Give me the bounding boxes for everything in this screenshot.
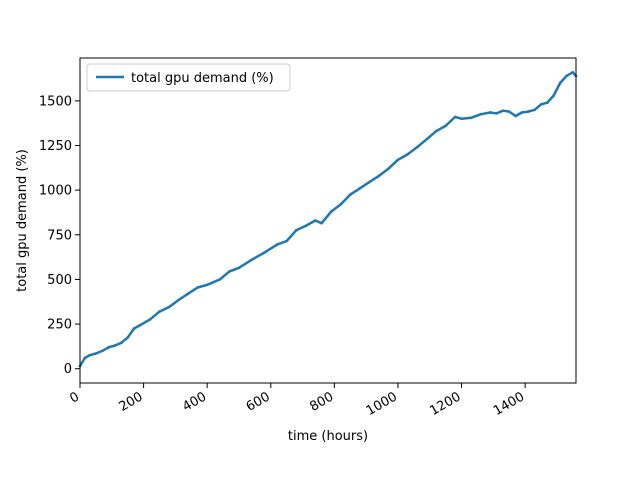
data-point	[460, 117, 463, 121]
data-point	[167, 305, 171, 309]
data-point	[539, 103, 543, 106]
x-tick-label: 800	[307, 389, 336, 414]
data-point	[120, 341, 123, 345]
data-layer	[78, 70, 578, 368]
data-point	[158, 310, 161, 313]
x-tick-label: 600	[244, 389, 273, 414]
data-point	[507, 110, 511, 113]
x-tick-label: 400	[180, 389, 209, 414]
data-point	[552, 94, 556, 97]
data-point	[275, 243, 279, 246]
data-point	[107, 345, 110, 349]
data-point	[329, 210, 333, 213]
data-point	[479, 112, 482, 116]
y-tick-label: 1250	[39, 139, 72, 154]
data-point	[396, 158, 400, 162]
x-tick-label: 1400	[491, 389, 527, 419]
data-point	[514, 114, 517, 118]
data-point	[113, 344, 117, 347]
legend-box	[86, 63, 291, 92]
y-tick-label: 1500	[39, 94, 72, 109]
data-point	[377, 174, 381, 178]
data-point	[83, 356, 87, 360]
plot-area	[80, 58, 576, 383]
data-point	[196, 286, 199, 289]
data-point	[132, 327, 136, 330]
data-point	[263, 251, 266, 254]
legend: total gpu demand (%)	[86, 63, 291, 92]
data-point	[285, 239, 288, 243]
data-point	[320, 221, 323, 225]
y-tick-label: 500	[47, 273, 72, 288]
y-tick-label: 1000	[39, 184, 72, 199]
data-point	[387, 167, 390, 171]
data-point	[453, 115, 457, 119]
data-point	[520, 111, 524, 114]
data-point	[100, 349, 104, 353]
data-point	[558, 81, 562, 85]
data-point	[218, 278, 222, 281]
data-point	[186, 292, 190, 296]
data-point	[177, 298, 180, 302]
data-point	[94, 352, 98, 355]
data-point	[444, 124, 447, 128]
y-axis-label: total gpu demand (%)	[15, 149, 30, 292]
x-tick-label: 200	[117, 389, 146, 414]
x-tick-label: 1000	[364, 389, 400, 419]
plot-frame	[79, 57, 577, 384]
data-point	[546, 101, 549, 104]
data-point	[139, 323, 142, 327]
data-point	[304, 224, 308, 228]
data-point	[88, 354, 91, 357]
data-point	[495, 112, 498, 115]
data-point	[250, 258, 253, 262]
data-point	[406, 153, 409, 156]
y-tick-label: 0	[64, 362, 72, 377]
data-point	[313, 219, 317, 222]
y-tick-label: 250	[47, 318, 72, 333]
data-point	[228, 270, 231, 273]
data-point	[294, 229, 298, 232]
data-point	[237, 266, 241, 270]
data-point	[533, 108, 536, 112]
data-point	[434, 129, 438, 133]
data-point	[368, 180, 371, 184]
y-tick-label: 750	[47, 228, 72, 243]
data-point	[469, 116, 473, 120]
x-tick-label: 1200	[427, 389, 463, 419]
data-point	[488, 111, 492, 114]
data-point	[126, 336, 129, 339]
data-point	[565, 74, 568, 78]
data-point	[425, 137, 428, 141]
data-point	[501, 109, 505, 112]
legend-label: total gpu demand (%)	[131, 71, 274, 86]
x-axis-label: time (hours)	[288, 429, 368, 444]
data-point	[205, 283, 209, 287]
x-tick-label: 0	[67, 389, 82, 406]
data-point	[527, 110, 530, 113]
data-point	[339, 203, 343, 206]
data-point	[148, 318, 152, 321]
data-point	[358, 187, 362, 190]
data-point	[415, 145, 419, 149]
data-point	[348, 193, 352, 196]
data-point	[571, 70, 575, 74]
